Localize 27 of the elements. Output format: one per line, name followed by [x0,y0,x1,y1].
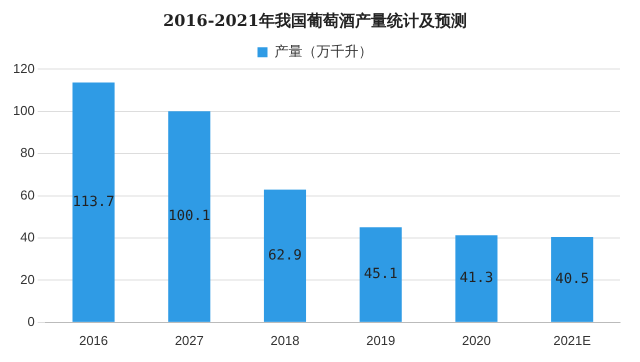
y-tick-label: 80 [20,145,35,160]
data-label: 40.5 [555,271,589,288]
bar [72,82,115,322]
x-tick-label: 2018 [270,332,300,348]
bar [360,227,402,322]
legend-label: 产量（万千升） [274,44,372,60]
y-tick-label: 0 [27,314,35,329]
data-label: 62.9 [268,247,302,264]
bar [551,236,594,322]
y-tick-label: 60 [20,187,35,202]
x-tick-label: 2027 [174,332,204,348]
x-tick-label: 2016 [79,332,108,348]
bar [264,190,306,322]
bar [168,111,210,322]
data-label: 113.7 [72,194,115,210]
data-label: 41.3 [460,270,494,286]
x-tick-label: 2021E [553,332,592,348]
y-tick-label: 120 [12,60,35,76]
chart-title: 2016-2021年我国葡萄酒产量统计及预测 [163,10,467,30]
data-label: 45.1 [364,266,398,282]
y-tick-label: 20 [20,272,35,287]
y-tick-label: 40 [20,230,35,245]
x-tick-label: 2020 [462,332,491,348]
x-tick-label: 2019 [366,332,396,348]
data-label: 100.1 [168,208,210,224]
y-tick-label: 100 [12,102,35,118]
bar [455,235,498,322]
